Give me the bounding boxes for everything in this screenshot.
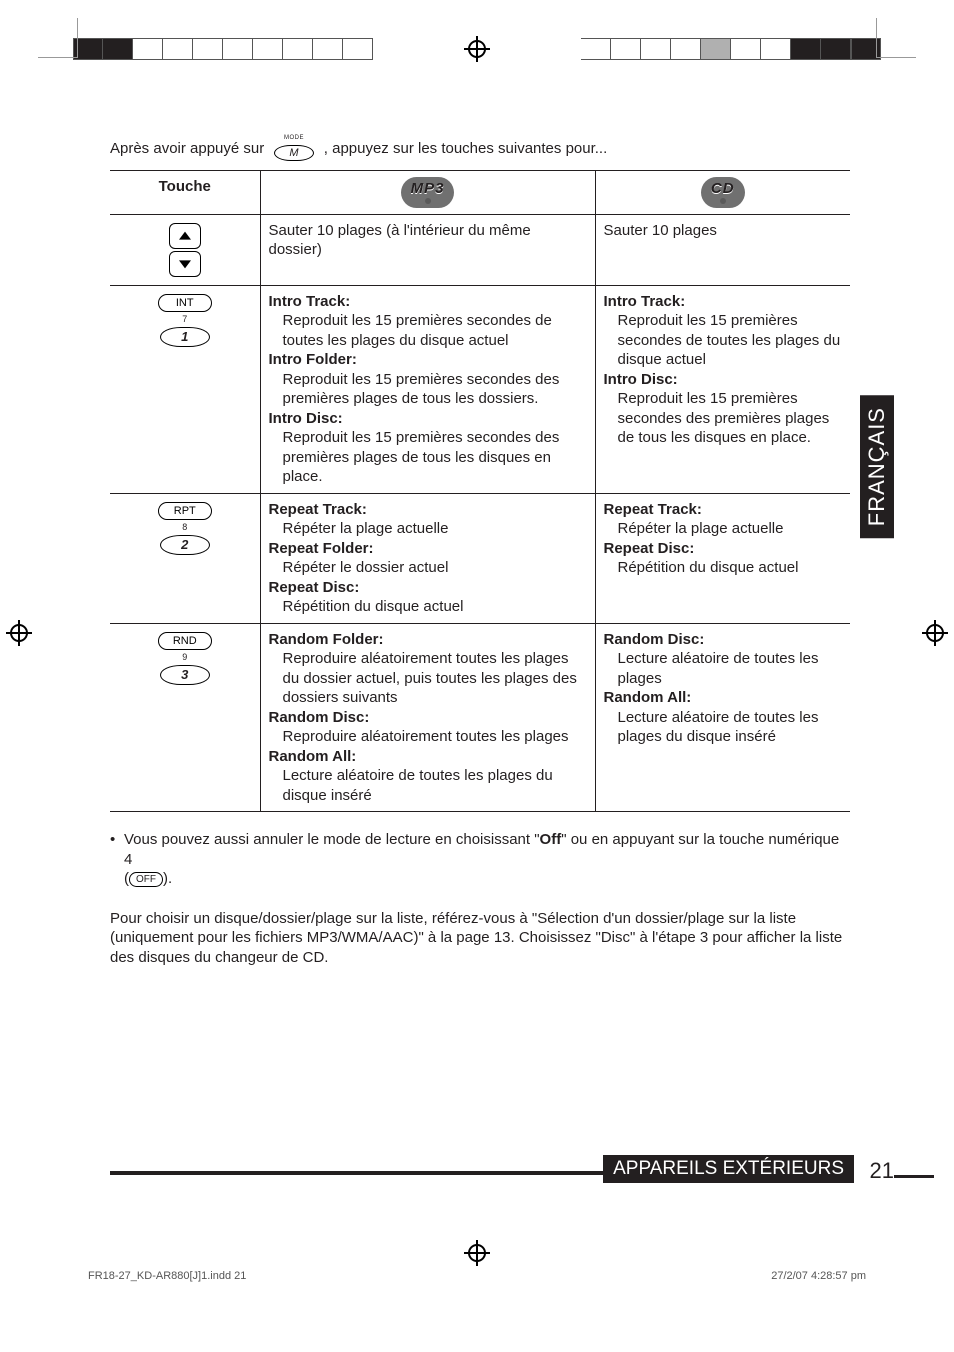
int-sub-number: 7 (118, 314, 252, 326)
table-row: Sauter 10 plages (à l'intérieur du même … (110, 214, 850, 285)
body-text: Reproduire aléatoirement toutes les plag… (283, 649, 587, 708)
cell-mp3-rpt: Repeat Track: Répéter la plage actuelle … (260, 493, 595, 623)
rnd-sub-number: 9 (118, 652, 252, 664)
body-text: Répéter la plage actuelle (618, 519, 843, 539)
body-text: Reproduit les 15 premières secondes des … (283, 428, 587, 487)
heading: Repeat Disc: (269, 579, 360, 596)
heading: Intro Track: (269, 293, 351, 310)
table-row: INT 7 1 Intro Track: Reproduit les 15 pr… (110, 285, 850, 493)
rpt-button-graphic: RPT 8 2 (118, 502, 252, 556)
footer-bar: APPAREILS EXTÉRIEURS 21 (110, 1165, 854, 1201)
table-row: RND 9 3 Random Folder: Reproduire aléato… (110, 623, 850, 812)
cd-badge-icon: CD (701, 177, 745, 208)
footer-stub-icon (894, 1175, 934, 1178)
mp3-badge-icon: MP3 (401, 177, 455, 208)
print-job-right: 27/2/07 4:28:57 pm (771, 1270, 866, 1282)
registration-mark-icon (464, 36, 490, 62)
page-number: 21 (870, 1158, 894, 1184)
cell-cd-rpt: Repeat Track: Répéter la plage actuelle … (595, 493, 850, 623)
footnote: • Vous pouvez aussi annuler le mode de l… (110, 830, 850, 889)
body-text: Reproduit les 15 premières secondes des … (283, 370, 587, 409)
footnote-text: Vous pouvez aussi annuler le mode de lec… (124, 830, 850, 889)
col-header-touche: Touche (110, 171, 260, 215)
rpt-sub-number: 8 (118, 522, 252, 534)
cell-mp3-rnd: Random Folder: Reproduire aléatoirement … (260, 623, 595, 812)
rnd-button-graphic: RND 9 3 (118, 632, 252, 686)
body-text: Lecture aléatoire de toutes les plages d… (283, 766, 587, 805)
colorbar-right (581, 38, 881, 60)
body-text: Reproduit les 15 premières secondes de t… (283, 311, 587, 350)
intro-suffix: , appuyez sur les touches suivantes pour… (324, 140, 608, 157)
heading: Random All: (604, 689, 692, 706)
rnd-pill-icon: RND (158, 632, 212, 650)
cell-mp3-int: Intro Track: Reproduit les 15 premières … (260, 285, 595, 493)
mode-small-label: MODE (274, 135, 313, 143)
cell-mp3-arrows: Sauter 10 plages (à l'intérieur du même … (260, 214, 595, 285)
number-1-button-icon: 1 (160, 327, 210, 347)
mode-button-graphic: MODE M (274, 135, 313, 162)
reference-paragraph: Pour choisir un disque/dossier/plage sur… (110, 909, 850, 968)
intro-prefix: Après avoir appuyé sur (110, 140, 264, 157)
body-text: Répétition du disque actuel (283, 597, 587, 617)
heading: Random Folder: (269, 631, 384, 648)
heading: Repeat Disc: (604, 540, 695, 557)
int-button-graphic: INT 7 1 (118, 294, 252, 348)
print-job-line: FR18-27_KD-AR880[J]1.indd 21 27/2/07 4:2… (88, 1270, 866, 1282)
int-pill-icon: INT (158, 294, 212, 312)
rpt-pill-icon: RPT (158, 502, 212, 520)
crop-mark-icon (38, 18, 78, 58)
body-text: Répéter la plage actuelle (283, 519, 587, 539)
bullet-icon: • (110, 830, 124, 889)
body-text: Lecture aléatoire de toutes les plages d… (618, 708, 843, 747)
heading: Intro Track: (604, 293, 686, 310)
body-text: Répétition du disque actuel (618, 558, 843, 578)
table-row: RPT 8 2 Repeat Track: Répéter la plage a… (110, 493, 850, 623)
arrow-up-icon (169, 223, 201, 249)
registration-mark-icon (464, 1240, 490, 1266)
cell-cd-int: Intro Track: Reproduit les 15 premières … (595, 285, 850, 493)
heading: Repeat Track: (269, 501, 367, 518)
heading: Repeat Folder: (269, 540, 374, 557)
heading: Random Disc: (269, 709, 370, 726)
number-3-button-icon: 3 (160, 665, 210, 685)
registration-mark-icon (922, 620, 948, 646)
print-marks-top (18, 28, 936, 68)
body-text: Reproduit les 15 premières secondes des … (618, 389, 843, 448)
heading: Random Disc: (604, 631, 705, 648)
colorbar-left (73, 38, 373, 60)
body-text: Répéter le dossier actuel (283, 558, 587, 578)
arrow-buttons-graphic (118, 223, 252, 277)
off-pill-icon: OFF (129, 872, 163, 887)
section-tag: APPAREILS EXTÉRIEURS (603, 1155, 854, 1183)
arrow-down-icon (169, 251, 201, 277)
controls-table: Touche MP3 CD Sauter 10 (110, 170, 850, 812)
number-2-button-icon: 2 (160, 535, 210, 555)
heading: Random All: (269, 748, 357, 765)
page-content: Après avoir appuyé sur MODE M , appuyez … (110, 135, 850, 967)
language-tab: FRANÇAIS (860, 395, 894, 538)
heading: Repeat Track: (604, 501, 702, 518)
registration-mark-icon (6, 620, 32, 646)
print-job-left: FR18-27_KD-AR880[J]1.indd 21 (88, 1270, 246, 1282)
body-text: Reproduit les 15 premières secondes de t… (618, 311, 843, 370)
body-text: Lecture aléatoire de toutes les plages (618, 649, 843, 688)
cell-cd-arrows: Sauter 10 plages (595, 214, 850, 285)
mode-button-icon: M (274, 145, 313, 161)
heading: Intro Folder: (269, 351, 357, 368)
col-header-cd: CD (595, 171, 850, 215)
cell-cd-rnd: Random Disc: Lecture aléatoire de toutes… (595, 623, 850, 812)
heading: Intro Disc: (269, 410, 343, 427)
body-text: Reproduire aléatoirement toutes les plag… (283, 727, 587, 747)
heading: Intro Disc: (604, 371, 678, 388)
col-header-mp3: MP3 (260, 171, 595, 215)
intro-line: Après avoir appuyé sur MODE M , appuyez … (110, 135, 850, 162)
crop-mark-icon (876, 18, 916, 58)
